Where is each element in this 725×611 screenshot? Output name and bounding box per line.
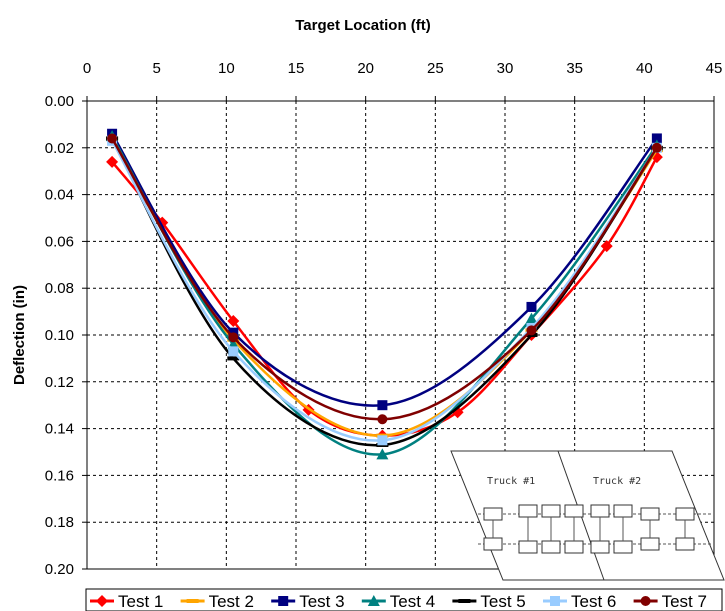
legend-label: Test 7 [662, 592, 707, 611]
inset-wheel [564, 504, 584, 518]
tick-labels: 0 5 10 15 20 25 30 35 40 45 0.00 0.02 0.04 0.06 0.08 0.… [45, 60, 723, 578]
legend-label: Test 5 [480, 592, 525, 611]
data-point [377, 400, 388, 411]
x-tick-label: 5 [152, 60, 160, 77]
inset-wheel [640, 507, 660, 521]
x-tick-label: 40 [636, 60, 653, 77]
legend-item: Test 4 [361, 592, 435, 611]
legend-box [85, 588, 723, 611]
data-point [106, 155, 119, 168]
legend-item: Test 2 [180, 592, 254, 611]
y-tick-label: 0.14 [45, 421, 74, 438]
inset-wheel [541, 540, 561, 554]
legend-swatch-marker [367, 595, 380, 606]
data-point [526, 301, 537, 312]
truck-inset: Truck #1 Truck #2 [450, 450, 725, 581]
y-tick-label: 0.02 [45, 140, 74, 157]
legend-swatch-marker [550, 596, 560, 606]
legend-label: Test 6 [571, 592, 616, 611]
x-axis-title: Target Location (ft) [295, 17, 431, 34]
legend: Test 1 Test 2 Test 3 Test 4 Test 5 Test 6 Test… [85, 588, 723, 611]
legend-item: Test 3 [271, 592, 345, 611]
x-tick-label: 45 [706, 60, 723, 77]
legend-swatch-marker [96, 595, 108, 607]
x-tick-label: 35 [566, 60, 583, 77]
data-point [377, 414, 388, 425]
legend-item: Test 1 [90, 592, 163, 611]
inset-wheels [483, 504, 695, 554]
y-tick-label: 0.16 [45, 467, 74, 484]
x-tick-label: 25 [427, 60, 444, 77]
y-tick-label: 0.06 [45, 233, 74, 250]
inset-wheel [483, 537, 503, 551]
series-7 [107, 133, 662, 425]
inset-wheel [483, 507, 503, 521]
legend-label: Test 2 [209, 592, 254, 611]
data-point [227, 314, 240, 327]
x-tick-label: 20 [357, 60, 374, 77]
inset-wheel [541, 504, 561, 518]
data-point [107, 133, 118, 144]
y-tick-label: 0.20 [45, 561, 74, 578]
y-tick-label: 0.10 [45, 327, 74, 344]
data-point [377, 435, 388, 446]
x-tick-label: 30 [497, 60, 514, 77]
y-tick-label: 0.12 [45, 374, 74, 391]
inset-wheel [590, 504, 610, 518]
inset-wheel [518, 540, 538, 554]
y-axis-title: Deflection (in) [11, 285, 28, 385]
legend-label: Test 3 [299, 592, 344, 611]
x-tick-label: 10 [218, 60, 235, 77]
legend-swatch-marker [186, 599, 199, 603]
inset-wheel [613, 504, 633, 518]
data-point [227, 356, 240, 361]
data-point [651, 142, 662, 153]
y-tick-label: 0.00 [45, 93, 74, 110]
inset-label-truck-2: Truck #2 [593, 476, 641, 487]
x-tick-label: 0 [83, 60, 91, 77]
y-tick-label: 0.08 [45, 280, 74, 297]
inset-wheel [564, 540, 584, 554]
data-point [228, 332, 239, 343]
x-tick-label: 15 [288, 60, 305, 77]
data-point [651, 133, 662, 144]
legend-swatch-marker [278, 596, 289, 606]
data-point [600, 240, 613, 253]
inset-wheel [518, 504, 538, 518]
legend-swatch-marker [640, 596, 651, 606]
inset-wheel [675, 537, 695, 551]
inset-wheel [640, 537, 660, 551]
data-point [376, 448, 389, 460]
series-lines [106, 128, 663, 460]
legend-label: Test 1 [118, 592, 163, 611]
data-point [526, 325, 537, 336]
y-tick-label: 0.18 [45, 514, 74, 531]
legend-item: Test 6 [543, 592, 616, 611]
legend-item: Test 5 [452, 592, 526, 611]
inset-label-truck-1: Truck #1 [487, 476, 535, 487]
inset-wheel [590, 540, 610, 554]
legend-swatch-marker [458, 599, 471, 603]
legend-label: Test 4 [390, 592, 435, 611]
data-point [525, 312, 538, 324]
legend-item: Test 7 [633, 592, 707, 611]
inset-wheel [613, 540, 633, 554]
y-tick-label: 0.04 [45, 187, 74, 204]
data-point [228, 346, 239, 357]
inset-wheel [675, 507, 695, 521]
